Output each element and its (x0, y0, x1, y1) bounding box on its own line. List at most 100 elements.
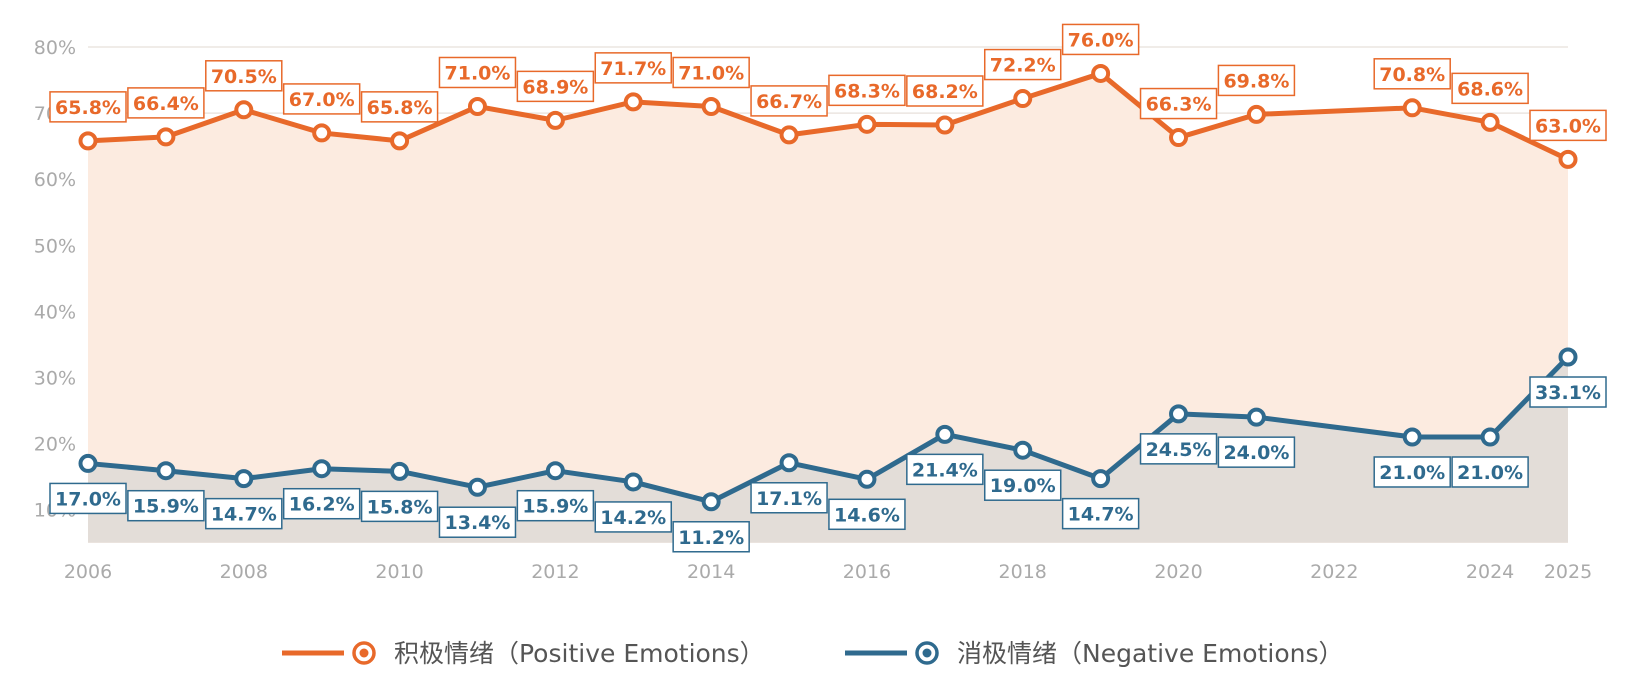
data-label-text: 15.9% (522, 496, 588, 518)
data-point (623, 92, 643, 112)
data-point (234, 100, 254, 120)
data-label: 63.0% (1529, 109, 1607, 142)
legend-marker-dot (922, 648, 932, 658)
data-label-text: 66.7% (756, 91, 822, 113)
data-label: 21.4% (906, 453, 984, 486)
data-label-box (750, 482, 828, 514)
data-point (78, 453, 98, 473)
data-label-text: 65.8% (55, 97, 121, 119)
data-label-text: 76.0% (1068, 29, 1134, 51)
data-point (701, 492, 721, 512)
data-label-text: 72.2% (990, 55, 1056, 77)
data-label-box (1217, 436, 1296, 468)
data-label-text: 66.4% (133, 93, 199, 115)
data-label-box (516, 70, 595, 103)
data-point (545, 461, 565, 481)
data-label: 69.8% (1217, 64, 1296, 97)
data-label: 70.8% (1373, 58, 1451, 90)
data-label-text: 68.3% (834, 80, 900, 102)
data-label-text: 24.0% (1223, 442, 1289, 464)
data-label-text: 14.7% (211, 504, 277, 526)
x-tick-label: 2024 (1466, 561, 1514, 583)
data-label-box (438, 506, 517, 538)
data-label: 68.3% (828, 74, 906, 107)
data-label-box (594, 52, 673, 84)
data-label-text: 14.2% (600, 507, 666, 529)
data-label-text: 21.4% (912, 459, 978, 481)
data-label-box (906, 453, 984, 486)
data-point (857, 469, 877, 489)
data-point (234, 469, 254, 489)
data-label-text: 68.2% (912, 81, 978, 103)
data-label-text: 66.3% (1146, 94, 1212, 116)
data-label: 66.3% (1139, 87, 1218, 120)
data-point (156, 461, 176, 481)
y-tick-label: 60% (34, 169, 76, 191)
data-point (1169, 404, 1189, 424)
data-label-text: 67.0% (289, 89, 355, 111)
data-label-text: 13.4% (445, 512, 511, 534)
data-label: 33.1% (1529, 376, 1607, 408)
data-label-box (1529, 376, 1607, 408)
data-label: 11.2% (672, 521, 750, 553)
data-label-text: 15.9% (133, 496, 199, 518)
data-label: 21.0% (1451, 456, 1529, 488)
data-point (390, 461, 410, 481)
data-label-text: 16.2% (289, 494, 355, 516)
data-point (1480, 112, 1500, 132)
x-tick-label: 2025 (1544, 561, 1592, 583)
data-label: 24.0% (1217, 436, 1296, 468)
data-label: 71.7% (594, 52, 673, 84)
data-label-box (49, 482, 127, 515)
x-tick-label: 2006 (64, 561, 112, 583)
data-point (312, 459, 332, 479)
data-point (1091, 469, 1111, 489)
data-point (312, 123, 332, 143)
data-label-box (1451, 72, 1529, 105)
data-label-box (127, 489, 205, 522)
data-point (935, 424, 955, 444)
data-label: 13.4% (438, 506, 517, 538)
data-label: 68.6% (1451, 72, 1529, 105)
data-label: 14.6% (828, 498, 906, 531)
data-label-text: 69.8% (1223, 70, 1289, 92)
data-point (1013, 440, 1033, 460)
data-label-box (282, 487, 361, 520)
data-point (623, 472, 643, 492)
data-label: 71.0% (672, 56, 750, 89)
data-point (545, 110, 565, 130)
data-label-text: 11.2% (678, 527, 744, 549)
data-label-box (1373, 58, 1451, 90)
data-label-box (750, 85, 828, 117)
data-label: 16.2% (282, 487, 361, 520)
data-label-box (282, 83, 361, 115)
data-label-box (1529, 109, 1607, 142)
x-axis: 2006 2008 2010 2012 2014 2016 2018 2020 2022 2024… (64, 561, 1592, 583)
x-tick-label: 2008 (220, 561, 268, 583)
data-label-text: 14.7% (1068, 504, 1134, 526)
data-label-box (1139, 433, 1218, 465)
data-point (467, 96, 487, 116)
data-label-text: 21.0% (1379, 462, 1445, 484)
data-point (390, 131, 410, 151)
data-label-box (672, 56, 750, 89)
data-label: 68.9% (516, 70, 595, 103)
data-label-box (1373, 456, 1451, 488)
data-point (156, 127, 176, 147)
data-label-text: 14.6% (834, 504, 900, 526)
data-point (1013, 89, 1033, 109)
data-label: 14.2% (594, 501, 673, 533)
data-label-box (1061, 23, 1140, 56)
data-point (1480, 427, 1500, 447)
data-label-box (1139, 87, 1218, 120)
data-label-box (49, 91, 127, 123)
legend-label: 消极情绪（Negative Emotions） (957, 639, 1344, 668)
data-label-text: 15.8% (367, 496, 433, 518)
legend-label: 积极情绪（Positive Emotions） (394, 639, 765, 668)
data-point (701, 96, 721, 116)
x-tick-label: 2012 (531, 561, 579, 583)
data-label-box (1061, 497, 1140, 530)
data-point (1558, 347, 1578, 367)
data-label: 67.0% (282, 83, 361, 115)
x-tick-label: 2020 (1154, 561, 1202, 583)
